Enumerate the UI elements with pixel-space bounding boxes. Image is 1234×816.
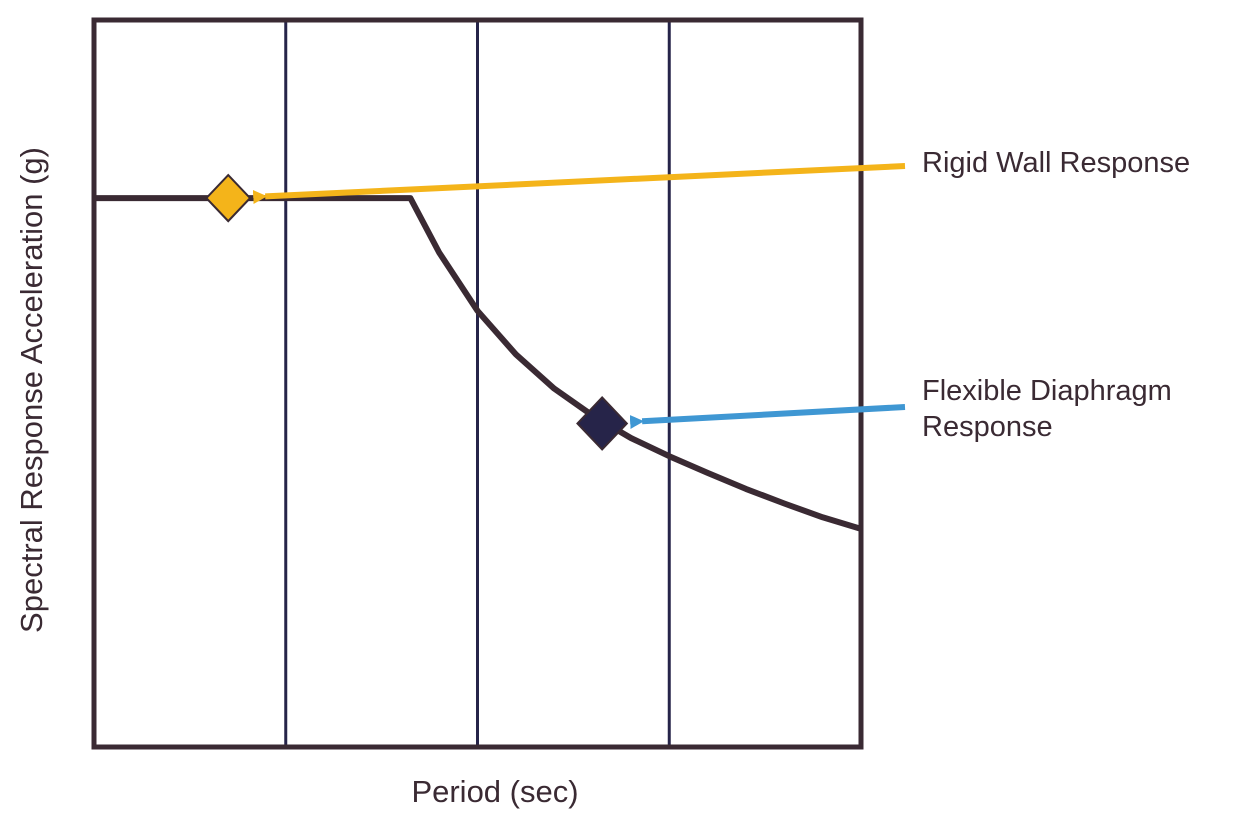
flex-arrow — [629, 404, 906, 429]
flex-diamond-marker — [576, 396, 629, 451]
vertical-gridlines — [284, 20, 671, 747]
y-axis-label: Spectral Response Acceleration (g) — [14, 147, 49, 633]
plot-frame — [91, 17, 864, 750]
series-line-1 — [94, 195, 862, 532]
x-axis-label: Period (sec) — [411, 774, 578, 809]
series-layer — [94, 195, 862, 532]
rigid-diamond-marker — [204, 173, 252, 223]
flex-response-label: Flexible Diaphragm Response — [922, 375, 1172, 443]
flex-label-line-2: Response — [922, 411, 1053, 443]
rigid-label-line-1: Rigid Wall Response — [922, 147, 1190, 179]
rigid-arrow — [252, 163, 906, 204]
annotation-layer: Rigid Wall Response Flexible Diaphragm Res… — [204, 147, 1190, 451]
flex-label-line-1: Flexible Diaphragm — [922, 375, 1172, 407]
rigid-response-label: Rigid Wall Response — [922, 147, 1190, 179]
